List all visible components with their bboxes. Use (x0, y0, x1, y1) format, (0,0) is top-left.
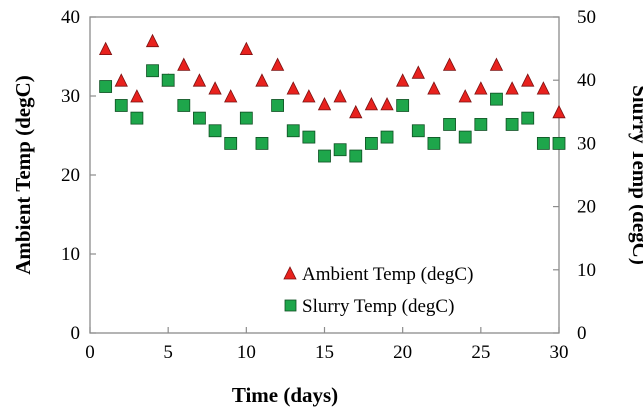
slurry-temp-point (443, 118, 456, 131)
right-tick-label: 50 (577, 7, 596, 28)
slurry-temp-point (490, 92, 503, 106)
ambient-temp-point (98, 41, 113, 55)
ambient-temp-point (364, 97, 379, 111)
x-tick-label: 0 (85, 342, 95, 363)
right-tick-label: 40 (577, 70, 596, 91)
ambient-temp-point (286, 81, 300, 95)
series-layer (98, 33, 566, 163)
slurry-temp-point (333, 143, 347, 157)
ambient-temp-point (505, 81, 519, 95)
ambient-temp-point (302, 89, 316, 103)
slurry-temp-point (474, 118, 488, 131)
slurry-temp-point (224, 136, 238, 150)
slurry-temp-point (302, 130, 316, 144)
ambient-temp-point (427, 81, 441, 95)
slurry-temp-point (521, 111, 535, 125)
slurry-temp-point (380, 130, 394, 144)
ambient-temp-point (114, 73, 128, 87)
left-tick-label: 30 (61, 86, 80, 107)
ambient-temp-point (208, 81, 222, 95)
left-axis-ticks: 0 10 20 30 40 (61, 7, 96, 344)
ambient-temp-point (224, 89, 238, 103)
ambient-temp-point (521, 73, 535, 87)
ambient-temp-point (474, 81, 488, 95)
x-tick-label: 25 (471, 342, 490, 363)
ambient-temp-point (255, 73, 269, 87)
slurry-temp-point (130, 111, 144, 125)
ambient-temp-point (396, 73, 410, 87)
x-tick-label: 30 (550, 342, 569, 363)
plot-area-frame (89, 16, 560, 334)
ambient-temp-point (177, 57, 191, 71)
slurry-temp-point (271, 99, 285, 112)
left-tick-label: 40 (61, 7, 80, 28)
slurry-temp-point (411, 124, 425, 138)
ambient-temp-point (317, 97, 332, 111)
right-tick-label: 30 (577, 133, 596, 154)
legend-label-slurry: Slurry Temp (degC) (302, 296, 454, 317)
x-tick-label: 10 (237, 342, 256, 363)
ambient-temp-point (333, 89, 347, 103)
slurry-temp-point (208, 124, 222, 138)
slurry-temp-point (349, 149, 363, 163)
slurry-temp-point (255, 136, 269, 150)
slurry-temp-point (396, 99, 410, 112)
slurry-temp-point (427, 136, 441, 150)
ambient-temp-point (380, 97, 394, 111)
ambient-temp-point (270, 57, 285, 71)
ambient-temp-point (552, 104, 566, 119)
x-tick-label: 15 (315, 342, 334, 363)
slurry-temp-point (177, 99, 191, 112)
slurry-temp-point (114, 99, 128, 112)
left-tick-label: 0 (71, 323, 81, 344)
left-tick-label: 10 (61, 244, 80, 265)
ambient-temp-point (239, 41, 253, 55)
slurry-temp-point (364, 136, 378, 150)
x-axis-ticks: 0 5 10 15 20 25 30 (85, 327, 569, 363)
slurry-temp-point (552, 136, 566, 150)
slurry-temp-point (239, 111, 253, 125)
legend-item-slurry: Slurry Temp (degC) (284, 296, 454, 317)
slurry-temp-point (505, 118, 519, 131)
ambient-temp-point (145, 33, 160, 48)
ambient-temp-point (192, 73, 207, 87)
slurry-temp-point (536, 136, 550, 150)
legend-item-ambient: Ambient Temp (degC) (283, 264, 473, 285)
slurry-temp-point (458, 130, 472, 144)
ambient-temp-point (411, 65, 425, 79)
right-tick-label: 20 (577, 197, 596, 218)
legend: Ambient Temp (degC) Slurry Temp (degC) (283, 264, 473, 317)
right-tick-label: 0 (577, 323, 587, 344)
ambient-temp-point (442, 57, 457, 71)
left-tick-label: 20 (61, 165, 80, 186)
x-tick-label: 5 (163, 342, 173, 363)
legend-marker-slurry (284, 299, 297, 312)
y-axis-left-title: Ambient Temp (degC) (11, 75, 35, 275)
legend-label-ambient: Ambient Temp (degC) (302, 264, 473, 285)
series-slurry (99, 64, 566, 163)
slurry-temp-point (286, 124, 300, 138)
x-axis-title: Time (days) (232, 383, 338, 407)
slurry-temp-point (318, 149, 331, 163)
slurry-temp-point (146, 64, 159, 78)
legend-marker-ambient (283, 266, 297, 280)
ambient-temp-point (130, 89, 144, 103)
ambient-temp-point (536, 81, 551, 95)
ambient-temp-point (349, 104, 363, 119)
series-ambient (98, 33, 566, 119)
right-tick-label: 10 (577, 260, 596, 281)
slurry-temp-point (193, 111, 206, 125)
ambient-temp-point (489, 57, 504, 71)
slurry-temp-point (99, 80, 113, 93)
x-tick-label: 20 (393, 342, 412, 363)
ambient-temp-point (458, 89, 472, 103)
y-axis-right-title: Slurry Temp (degC) (628, 85, 643, 265)
slurry-temp-point (161, 73, 175, 87)
